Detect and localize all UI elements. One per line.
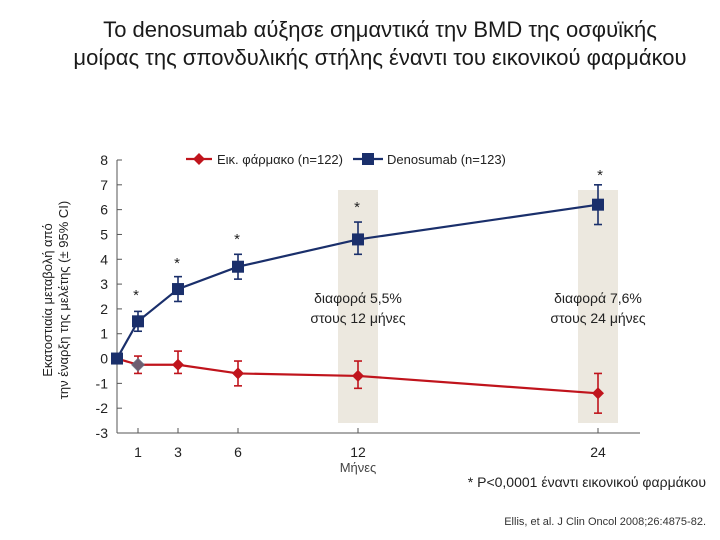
denosumab-point-24 [592, 198, 604, 211]
significance-mark-1: * [133, 287, 139, 304]
baseline-point-square [111, 352, 123, 365]
placebo-point-3 [172, 358, 184, 371]
x-tick-label: 6 [234, 444, 242, 460]
legend-placebo-marker [193, 153, 205, 165]
footnote: * P<0,0001 έναντι εικονικού φαρμάκου [468, 474, 706, 490]
x-tick-label: 3 [174, 444, 182, 460]
placebo-point-6 [232, 367, 244, 380]
significance-mark-3: * [174, 255, 180, 272]
placebo-month1-marker-overlay [131, 357, 145, 372]
denosumab-point-3 [172, 283, 184, 296]
x-axis-label: Μήνες [340, 460, 377, 475]
y-tick-label: 6 [100, 202, 108, 218]
significance-mark-12: * [354, 199, 360, 216]
legend-denosumab-marker [362, 153, 374, 165]
y-tick-label: -2 [96, 400, 109, 416]
annotation-12-line-2: στους 12 μήνες [310, 310, 406, 326]
chart-title: Το denosumab αύξησε σημαντικά την BMD τη… [40, 16, 720, 72]
x-tick-label: 12 [350, 444, 366, 460]
y-tick-label: -3 [96, 425, 109, 441]
chart-title-line-1: Το denosumab αύξησε σημαντικά την BMD τη… [103, 17, 657, 42]
significance-mark-24: * [597, 167, 603, 184]
annotation-12-line-1: διαφορά 5,5% [314, 290, 402, 306]
y-tick-label: 2 [100, 301, 108, 317]
chart-title-line-2: μοίρας της σπονδυλικής στήλης έναντι του… [73, 45, 687, 70]
legend-placebo-label: Εικ. φάρμακο (n=122) [217, 152, 343, 167]
legend-denosumab-label: Denosumab (n=123) [387, 152, 506, 167]
citation: Ellis, et al. J Clin Oncol 2008;26:4875-… [504, 516, 706, 528]
significance-mark-6: * [234, 231, 240, 248]
series-line-1 [116, 203, 599, 360]
denosumab-point-12 [352, 233, 364, 246]
y-tick-label: 7 [100, 177, 108, 193]
y-tick-label: 3 [100, 276, 108, 292]
y-tick-label: 5 [100, 226, 108, 242]
denosumab-point-6 [232, 260, 244, 273]
placebo-point-12 [352, 369, 364, 382]
y-tick-label: 1 [100, 326, 108, 342]
y-tick-label: 0 [100, 351, 108, 367]
y-tick-label: 4 [100, 251, 108, 267]
x-tick-label: 24 [590, 444, 606, 460]
placebo-point-24 [592, 387, 604, 400]
annotation-24-line-1: διαφορά 7,6% [554, 290, 642, 306]
y-tick-label: 8 [100, 152, 108, 168]
denosumab-point-1 [132, 315, 144, 328]
x-tick-label: 1 [134, 444, 142, 460]
y-tick-label: -1 [96, 375, 109, 391]
annotation-24-line-2: στους 24 μήνες [550, 310, 646, 326]
